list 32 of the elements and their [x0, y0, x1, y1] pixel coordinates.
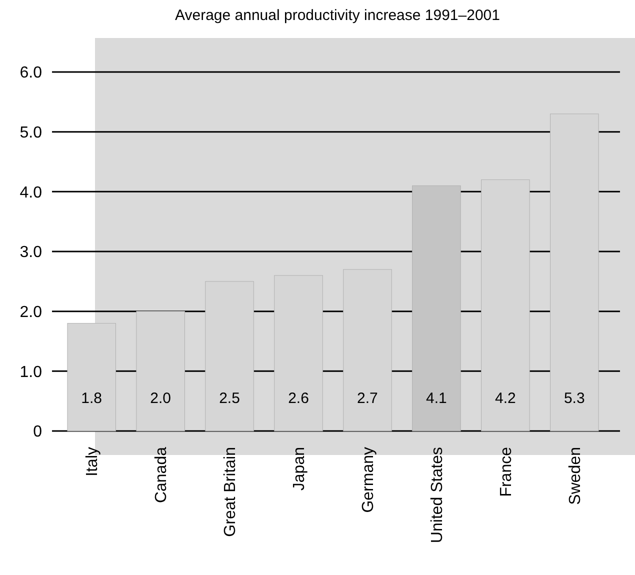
x-tick-label: Canada: [153, 446, 170, 504]
data-label: 2.6: [288, 390, 309, 407]
y-tick-label: 5.0: [20, 124, 42, 142]
y-tick-label: 3.0: [20, 244, 42, 262]
x-tick-label: Sweden: [567, 447, 584, 505]
bar: [481, 179, 530, 432]
data-label: 4.1: [426, 390, 447, 407]
bar: [136, 311, 185, 432]
x-tick-label: Japan: [291, 447, 308, 491]
bar: [205, 281, 254, 432]
x-tick-label: France: [498, 446, 516, 497]
data-label: 2.5: [219, 390, 240, 407]
data-label: 4.2: [495, 390, 516, 407]
y-tick-label: 1.0: [20, 364, 42, 381]
y-tick-label: 0: [33, 424, 42, 441]
bar: [67, 323, 116, 432]
data-label: 2.0: [150, 390, 171, 407]
chart-title: Average annual productivity increase 1991–2001: [175, 7, 500, 24]
bar: [550, 114, 599, 432]
bar: [343, 269, 392, 432]
x-tick-label: United States: [429, 447, 446, 544]
y-tick-label: 2.0: [20, 304, 42, 321]
x-tick-label: Italy: [84, 447, 102, 476]
x-tick-label: Great Britain: [222, 447, 240, 537]
bar: [412, 185, 461, 432]
x-tick-label: Germany: [360, 447, 378, 513]
data-label: 5.3: [564, 390, 585, 407]
y-tick-label: 6.0: [20, 64, 42, 82]
bar: [274, 275, 323, 432]
y-tick-label: 4.0: [20, 184, 42, 202]
data-label: 2.7: [357, 390, 378, 407]
data-label: 1.8: [81, 390, 102, 407]
